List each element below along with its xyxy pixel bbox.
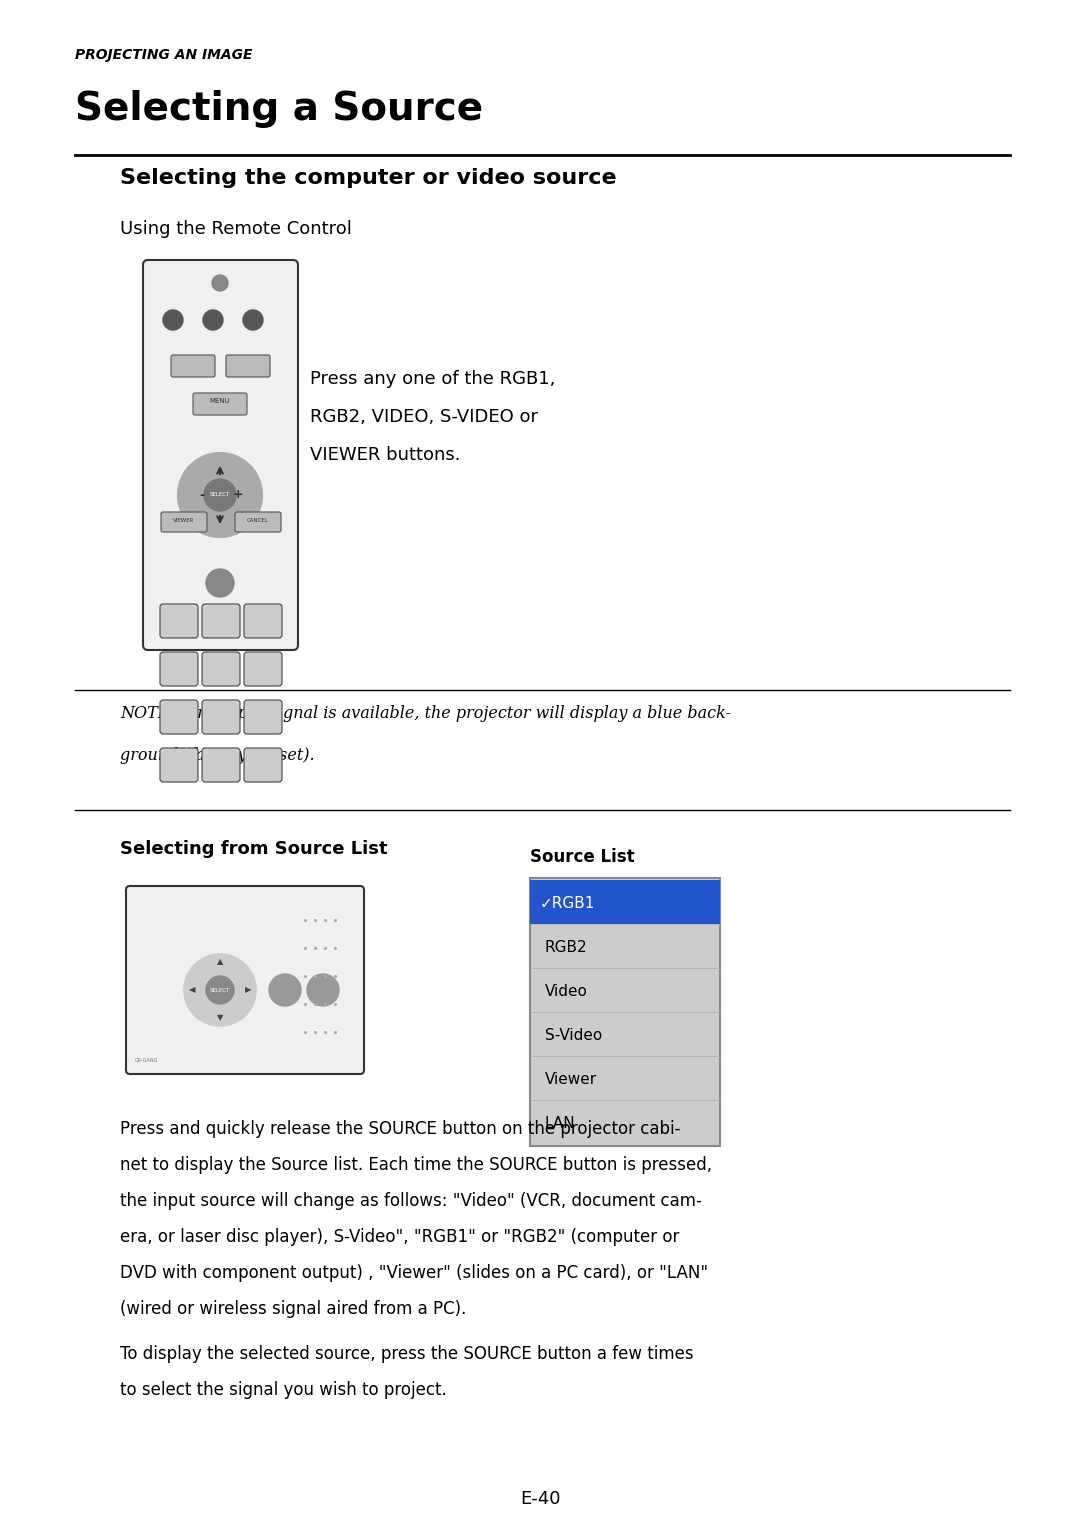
Text: To display the selected source, press the SOURCE button a few times: To display the selected source, press th… bbox=[120, 1346, 693, 1362]
Text: net to display the Source list. Each time the SOURCE button is pressed,: net to display the Source list. Each tim… bbox=[120, 1156, 712, 1174]
Text: (wired or wireless signal aired from a PC).: (wired or wireless signal aired from a P… bbox=[120, 1300, 467, 1318]
Text: -: - bbox=[200, 488, 204, 502]
Text: ▶: ▶ bbox=[245, 986, 252, 994]
Text: MENU: MENU bbox=[210, 398, 230, 404]
Text: CANCEL: CANCEL bbox=[247, 517, 269, 523]
Circle shape bbox=[212, 275, 228, 291]
Circle shape bbox=[178, 453, 262, 537]
Text: Source List: Source List bbox=[530, 849, 635, 865]
Text: Press any one of the RGB1,: Press any one of the RGB1, bbox=[310, 370, 555, 388]
Text: ground (factory preset).: ground (factory preset). bbox=[120, 748, 314, 764]
Circle shape bbox=[269, 974, 301, 1006]
Circle shape bbox=[203, 310, 222, 330]
FancyBboxPatch shape bbox=[161, 512, 207, 532]
FancyBboxPatch shape bbox=[143, 260, 298, 650]
FancyBboxPatch shape bbox=[202, 748, 240, 781]
Text: Selecting the computer or video source: Selecting the computer or video source bbox=[120, 168, 617, 188]
FancyBboxPatch shape bbox=[202, 700, 240, 734]
FancyBboxPatch shape bbox=[160, 651, 198, 687]
Circle shape bbox=[307, 974, 339, 1006]
Text: VIEWER buttons.: VIEWER buttons. bbox=[310, 446, 460, 463]
Circle shape bbox=[204, 479, 237, 511]
Text: LAN: LAN bbox=[545, 1116, 576, 1131]
Text: QR-GANG: QR-GANG bbox=[135, 1058, 159, 1063]
Text: Selecting from Source List: Selecting from Source List bbox=[120, 839, 388, 858]
Text: VIEWER: VIEWER bbox=[173, 517, 194, 523]
Text: PROJECTING AN IMAGE: PROJECTING AN IMAGE bbox=[75, 47, 253, 63]
Text: +: + bbox=[232, 488, 243, 502]
Circle shape bbox=[243, 310, 264, 330]
FancyBboxPatch shape bbox=[202, 651, 240, 687]
Text: SELECT: SELECT bbox=[210, 492, 230, 497]
Text: the input source will change as follows: "Video" (VCR, document cam-: the input source will change as follows:… bbox=[120, 1193, 702, 1209]
FancyBboxPatch shape bbox=[160, 748, 198, 781]
Text: E-40: E-40 bbox=[519, 1489, 561, 1508]
Text: to select the signal you wish to project.: to select the signal you wish to project… bbox=[120, 1381, 447, 1399]
FancyBboxPatch shape bbox=[244, 604, 282, 638]
Circle shape bbox=[163, 310, 183, 330]
Text: Viewer: Viewer bbox=[545, 1072, 597, 1087]
Text: ▲: ▲ bbox=[217, 957, 224, 966]
FancyBboxPatch shape bbox=[202, 604, 240, 638]
Circle shape bbox=[206, 569, 234, 596]
Circle shape bbox=[184, 954, 256, 1026]
FancyBboxPatch shape bbox=[160, 604, 198, 638]
Text: DVD with component output) , "Viewer" (slides on a PC card), or "LAN": DVD with component output) , "Viewer" (s… bbox=[120, 1264, 708, 1281]
Text: SELECT: SELECT bbox=[210, 988, 230, 992]
FancyBboxPatch shape bbox=[244, 748, 282, 781]
Text: NOTE: If no input signal is available, the projector will display a blue back-: NOTE: If no input signal is available, t… bbox=[120, 705, 731, 722]
Text: Press and quickly release the SOURCE button on the projector cabi-: Press and quickly release the SOURCE but… bbox=[120, 1121, 680, 1138]
Text: Using the Remote Control: Using the Remote Control bbox=[120, 220, 352, 239]
FancyBboxPatch shape bbox=[126, 885, 364, 1073]
FancyBboxPatch shape bbox=[235, 512, 281, 532]
Text: Video: Video bbox=[545, 985, 588, 1000]
FancyBboxPatch shape bbox=[193, 393, 247, 414]
FancyBboxPatch shape bbox=[244, 651, 282, 687]
Text: Selecting a Source: Selecting a Source bbox=[75, 90, 483, 128]
Bar bbox=[530, 878, 720, 1147]
Text: RGB2: RGB2 bbox=[545, 940, 588, 956]
Text: ✓RGB1: ✓RGB1 bbox=[540, 896, 595, 911]
Text: RGB2, VIDEO, S-VIDEO or: RGB2, VIDEO, S-VIDEO or bbox=[310, 408, 538, 427]
Text: S-Video: S-Video bbox=[545, 1029, 603, 1043]
Text: ◀: ◀ bbox=[189, 986, 195, 994]
Bar bbox=[530, 881, 720, 924]
FancyBboxPatch shape bbox=[226, 355, 270, 378]
FancyBboxPatch shape bbox=[244, 700, 282, 734]
Text: ▼: ▼ bbox=[217, 1014, 224, 1023]
FancyBboxPatch shape bbox=[171, 355, 215, 378]
Circle shape bbox=[206, 976, 234, 1005]
FancyBboxPatch shape bbox=[160, 700, 198, 734]
Text: era, or laser disc player), S-Video", "RGB1" or "RGB2" (computer or: era, or laser disc player), S-Video", "R… bbox=[120, 1228, 679, 1246]
